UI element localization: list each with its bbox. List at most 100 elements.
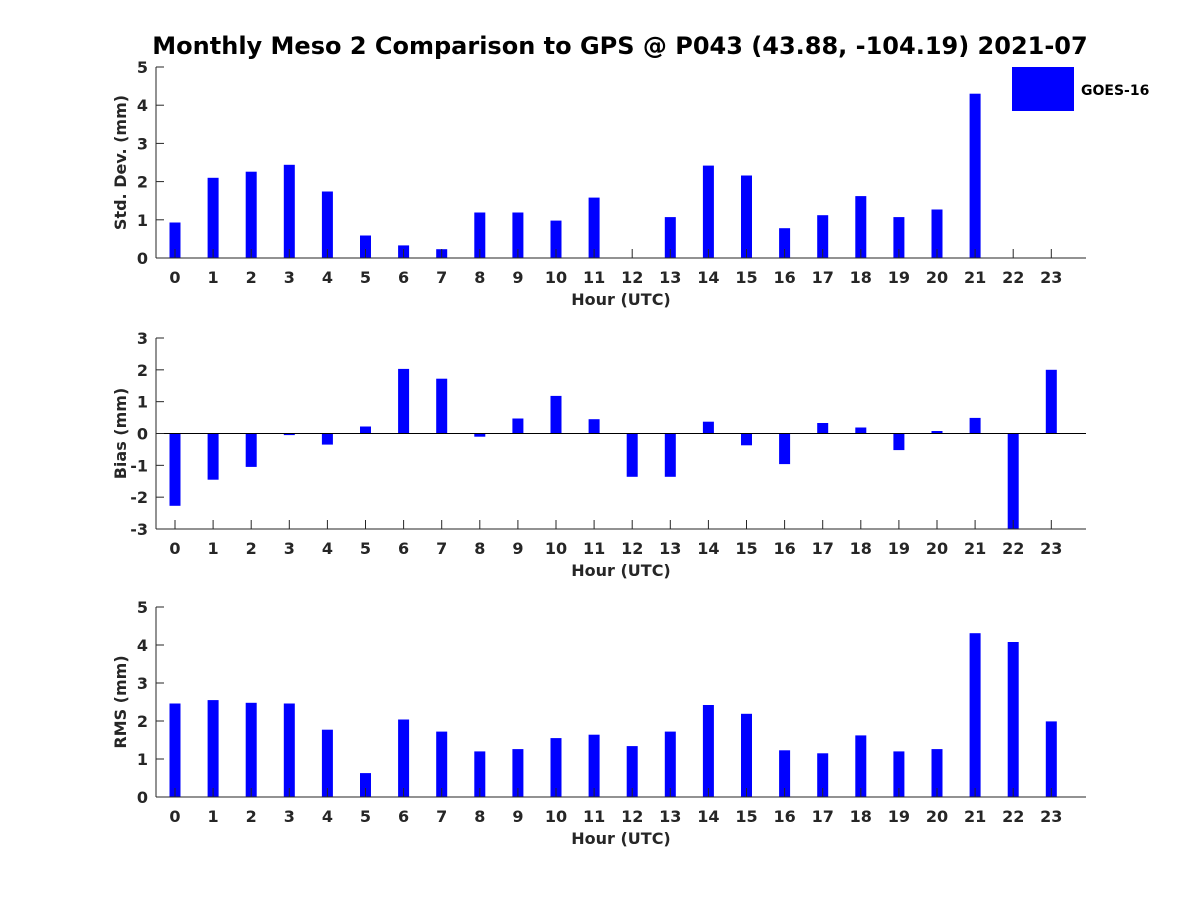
bar-12 <box>626 746 638 797</box>
bar-5 <box>360 773 371 797</box>
x-tick-label: 23 <box>1040 807 1062 826</box>
bar-22 <box>1007 642 1019 797</box>
bar-1 <box>207 177 219 258</box>
x-tick-label: 5 <box>360 807 371 826</box>
bar-0 <box>169 703 181 797</box>
x-tick-label: 22 <box>1002 268 1024 287</box>
bar-20 <box>931 431 943 434</box>
bar-18 <box>855 735 867 797</box>
bar-19 <box>893 751 905 797</box>
x-tick-label: 21 <box>964 539 986 558</box>
bar-16 <box>779 750 791 797</box>
bar-6 <box>398 368 410 434</box>
y-tick-label: 1 <box>137 211 148 230</box>
x-tick-label: 14 <box>697 807 719 826</box>
bar-10 <box>550 220 562 258</box>
x-tick-label: 22 <box>1002 807 1024 826</box>
x-tick-label: 2 <box>246 539 257 558</box>
x-tick-label: 5 <box>360 539 371 558</box>
x-tick-label: 9 <box>512 807 523 826</box>
x-tick-label: 2 <box>246 268 257 287</box>
x-tick-label: 9 <box>512 268 523 287</box>
bar-4 <box>321 433 333 445</box>
bar-21 <box>969 633 981 797</box>
bar-4 <box>321 729 333 797</box>
bar-8 <box>474 433 486 437</box>
bar-19 <box>893 217 905 258</box>
bar-21 <box>969 417 981 434</box>
x-tick-label: 18 <box>850 268 872 287</box>
x-tick-label: 8 <box>474 268 485 287</box>
x-tick-label: 12 <box>621 539 643 558</box>
bar-9 <box>512 749 524 797</box>
bar-17 <box>817 423 829 434</box>
bar-9 <box>512 212 524 258</box>
x-tick-label: 20 <box>926 807 948 826</box>
x-axis-label: Hour (UTC) <box>571 290 671 309</box>
x-tick-label: 5 <box>360 268 371 287</box>
x-tick-label: 11 <box>583 807 605 826</box>
x-tick-label: 16 <box>773 539 795 558</box>
x-tick-label: 17 <box>812 807 834 826</box>
bar-20 <box>931 209 943 258</box>
y-axis-label: RMS (mm) <box>111 655 130 748</box>
bar-11 <box>588 419 600 434</box>
bar-8 <box>474 751 486 797</box>
y-tick-label: 5 <box>137 58 148 77</box>
x-tick-label: 16 <box>773 807 795 826</box>
bar-21 <box>969 93 981 258</box>
bar-5 <box>360 235 371 258</box>
bar-23 <box>1045 369 1057 434</box>
x-tick-label: 19 <box>888 268 910 287</box>
x-axis-label: Hour (UTC) <box>571 561 671 580</box>
x-tick-label: 0 <box>169 807 180 826</box>
bar-13 <box>664 217 676 258</box>
x-tick-label: 15 <box>735 807 757 826</box>
y-tick-label: 4 <box>137 96 148 115</box>
bar-13 <box>664 731 676 797</box>
bar-1 <box>207 700 219 797</box>
x-tick-label: 19 <box>888 807 910 826</box>
x-tick-label: 8 <box>474 807 485 826</box>
x-tick-label: 18 <box>850 539 872 558</box>
legend: GOES-16 <box>1012 67 1149 111</box>
bar-15 <box>741 433 752 446</box>
bar-9 <box>512 418 524 434</box>
bar-3 <box>283 703 295 797</box>
chart-title: Monthly Meso 2 Comparison to GPS @ P043 … <box>152 32 1087 60</box>
x-tick-label: 14 <box>697 539 719 558</box>
bar-14 <box>702 705 714 797</box>
y-tick-label: 0 <box>137 425 148 444</box>
x-tick-label: 13 <box>659 539 681 558</box>
bar-11 <box>588 734 600 797</box>
x-tick-label: 7 <box>436 539 447 558</box>
y-tick-label: 2 <box>137 712 148 731</box>
bar-16 <box>779 433 791 465</box>
x-tick-label: 0 <box>169 268 180 287</box>
bar-10 <box>550 738 562 797</box>
x-tick-label: 6 <box>398 807 409 826</box>
y-tick-label: 0 <box>137 249 148 268</box>
x-tick-label: 21 <box>964 268 986 287</box>
bar-15 <box>741 175 752 258</box>
y-tick-label: 2 <box>137 361 148 380</box>
x-tick-label: 1 <box>208 539 219 558</box>
x-tick-label: 3 <box>284 539 295 558</box>
y-tick-label: 1 <box>137 393 148 412</box>
bar-5 <box>360 426 371 434</box>
bar-19 <box>893 433 905 451</box>
bar-15 <box>741 713 752 797</box>
x-tick-label: 11 <box>583 539 605 558</box>
x-tick-label: 0 <box>169 539 180 558</box>
y-tick-label: 0 <box>137 788 148 807</box>
x-tick-label: 4 <box>322 268 333 287</box>
x-tick-label: 23 <box>1040 268 1062 287</box>
bar-2 <box>245 702 257 797</box>
y-tick-label: -1 <box>130 456 148 475</box>
x-tick-label: 10 <box>545 268 567 287</box>
x-tick-label: 6 <box>398 268 409 287</box>
x-tick-label: 9 <box>512 539 523 558</box>
